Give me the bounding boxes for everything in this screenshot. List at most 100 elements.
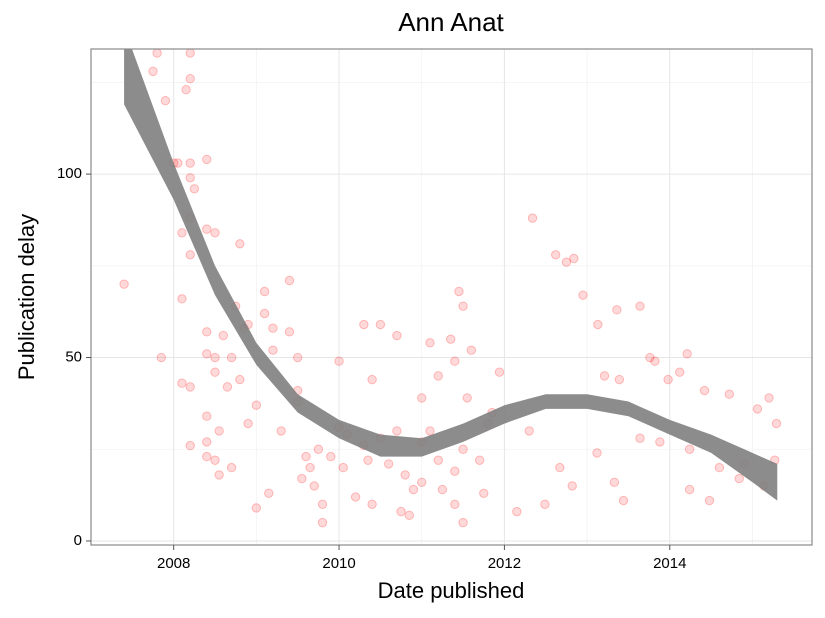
point	[334, 356, 344, 366]
plot-background	[91, 49, 812, 545]
point	[684, 444, 695, 454]
y-axis-title: Publication delay	[14, 214, 39, 380]
point	[268, 323, 278, 333]
point	[404, 510, 415, 520]
point	[593, 319, 603, 330]
point	[202, 349, 212, 359]
point	[383, 459, 394, 469]
point	[635, 433, 645, 443]
point	[425, 338, 435, 348]
point	[235, 374, 245, 385]
point	[259, 286, 270, 297]
point	[578, 290, 588, 300]
point	[214, 470, 224, 480]
point	[326, 451, 336, 462]
point	[474, 455, 485, 465]
point	[450, 356, 460, 366]
point	[655, 437, 665, 447]
point	[433, 455, 443, 465]
point	[663, 374, 673, 385]
tick-labels: 2008 2010 2012 2014 0 50 100	[57, 165, 687, 572]
point	[251, 503, 262, 513]
point	[119, 279, 129, 289]
point	[764, 393, 774, 403]
point	[185, 250, 195, 260]
point	[210, 367, 220, 377]
point	[466, 345, 477, 355]
point	[569, 253, 579, 264]
plot-area	[119, 49, 782, 528]
point	[177, 228, 187, 238]
point	[445, 334, 456, 344]
point	[226, 462, 237, 473]
point	[734, 473, 744, 484]
point	[599, 371, 610, 381]
point	[408, 484, 419, 495]
point	[396, 506, 406, 517]
point	[350, 492, 361, 502]
point	[284, 327, 295, 337]
point	[540, 499, 550, 509]
point	[714, 462, 725, 473]
point	[317, 517, 328, 528]
x-tick-label: 2010	[322, 555, 355, 572]
point	[251, 400, 262, 410]
point	[458, 444, 468, 454]
point	[235, 239, 245, 249]
point	[417, 393, 427, 403]
point	[202, 154, 212, 165]
point	[433, 371, 443, 381]
point	[592, 448, 602, 458]
point	[561, 257, 572, 267]
x-tick-label: 2008	[157, 555, 190, 572]
point	[771, 418, 782, 429]
point	[527, 213, 538, 223]
point	[724, 389, 735, 399]
point	[268, 345, 278, 355]
point	[612, 305, 622, 315]
point	[293, 352, 303, 363]
point	[222, 382, 233, 392]
point	[524, 426, 534, 436]
point	[156, 352, 166, 363]
point	[363, 455, 373, 465]
point	[450, 466, 460, 476]
point	[458, 301, 468, 311]
point	[367, 374, 377, 385]
point	[148, 66, 158, 77]
point	[614, 374, 625, 385]
point	[417, 477, 427, 487]
grid	[91, 49, 812, 545]
point	[173, 158, 183, 168]
y-tick-label: 50	[65, 349, 82, 366]
point	[458, 517, 468, 528]
point	[152, 49, 162, 58]
point	[367, 499, 377, 509]
point	[177, 294, 187, 304]
point	[437, 484, 448, 495]
point	[684, 484, 695, 495]
point	[494, 367, 505, 377]
y-tick-label: 100	[57, 165, 82, 182]
x-axis-title: Date published	[378, 578, 525, 603]
point	[210, 228, 220, 238]
point	[752, 404, 763, 414]
point	[309, 481, 319, 491]
chart-title: Ann Anat	[398, 7, 504, 37]
point	[567, 481, 577, 491]
smooth-band	[124, 49, 778, 501]
point	[243, 418, 253, 429]
point	[392, 330, 402, 341]
point	[400, 470, 410, 480]
point	[704, 495, 715, 506]
point	[301, 451, 311, 462]
point	[479, 488, 489, 498]
point	[645, 352, 655, 363]
point	[185, 49, 195, 58]
point	[454, 286, 464, 297]
point	[635, 301, 645, 311]
point	[425, 426, 435, 436]
point	[264, 488, 274, 498]
